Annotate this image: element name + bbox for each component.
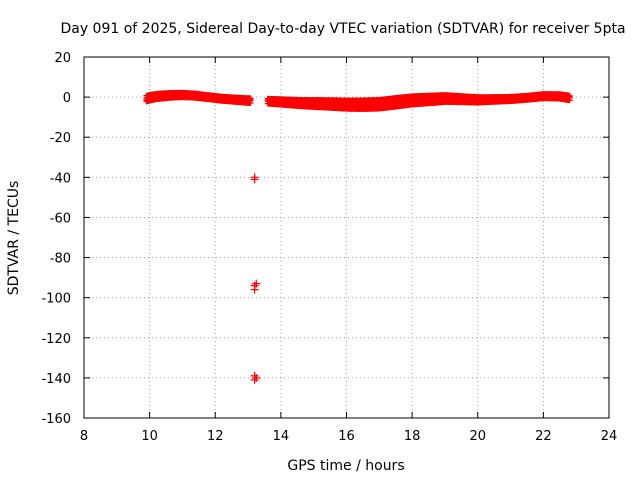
x-tick-label: 14	[273, 429, 290, 444]
x-tick-label: 16	[338, 429, 355, 444]
y-tick-label: -80	[50, 252, 71, 267]
x-axis: 8 10 12 14 16 18 20 22 24	[80, 57, 617, 444]
data-point	[250, 285, 259, 294]
x-tick-label: 22	[535, 429, 552, 444]
x-tick-label: 24	[601, 429, 618, 444]
y-tick-label: 20	[54, 51, 71, 66]
y-tick-label: -140	[41, 372, 71, 387]
x-axis-label: GPS time / hours	[287, 458, 404, 474]
x-tick-label: 18	[404, 429, 421, 444]
x-tick-label: 20	[469, 429, 486, 444]
y-tick-label: -40	[50, 171, 71, 186]
x-tick-label: 8	[80, 429, 88, 444]
data-point	[247, 95, 254, 102]
y-axis-label: SDTVAR / TECUs	[6, 181, 22, 296]
y-tick-label: -20	[50, 131, 71, 146]
data-point	[252, 279, 261, 288]
y-tick-label: -60	[50, 211, 71, 226]
y-tick-label: -100	[41, 292, 71, 307]
data-point	[250, 375, 259, 384]
y-tick-label: -120	[41, 332, 71, 347]
x-tick-label: 12	[207, 429, 224, 444]
y-tick-label: 0	[63, 91, 71, 106]
data-points	[143, 89, 573, 384]
data-point	[250, 173, 259, 182]
x-tick-label: 10	[141, 429, 158, 444]
y-axis: 20 0 -20 -40 -60 -80 -100 -120 -140 -160	[41, 51, 609, 427]
chart-title: Day 091 of 2025, Sidereal Day-to-day VTE…	[60, 21, 625, 37]
data-point	[252, 373, 261, 382]
y-tick-label: -160	[41, 412, 71, 427]
data-point	[566, 92, 573, 99]
grid-lines	[84, 57, 609, 418]
